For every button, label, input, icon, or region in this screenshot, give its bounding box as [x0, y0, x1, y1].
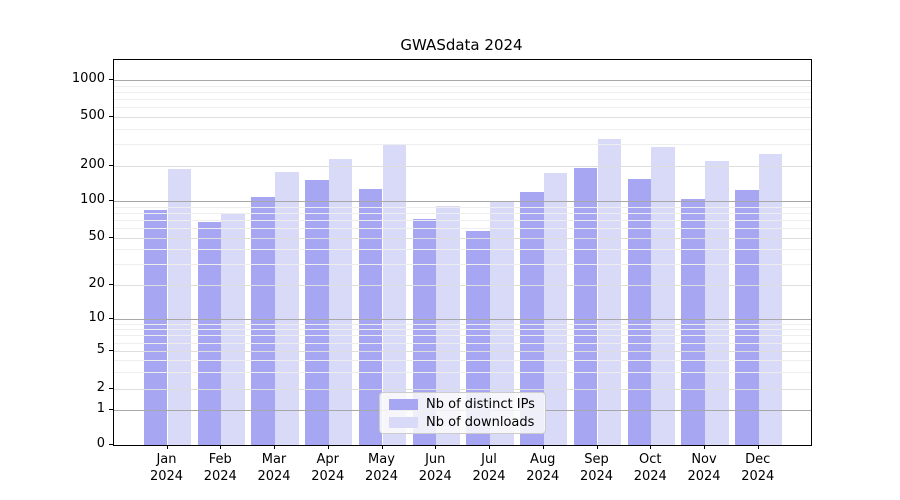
- y-tick-label: 20: [88, 276, 105, 291]
- gridline-500: [114, 117, 811, 118]
- y-tick-label: 200: [80, 157, 105, 172]
- x-tick-mark: [435, 445, 437, 449]
- y-tick-mark: [109, 237, 113, 238]
- bar-downloads-10: [705, 160, 729, 445]
- gridline-300: [114, 144, 811, 146]
- x-tick-mark: [489, 445, 490, 449]
- bar-ips-4: [358, 188, 383, 445]
- y-tick-mark: [109, 350, 113, 351]
- x-tick-mark: [757, 445, 759, 449]
- y-tick-label: 10: [88, 310, 105, 325]
- bar-downloads-4: [382, 144, 407, 445]
- y-tick-mark: [109, 116, 113, 117]
- legend-swatch: [389, 416, 418, 428]
- x-tick-mark: [274, 445, 275, 449]
- x-tick-label-may: May 2024: [364, 452, 399, 484]
- y-tick-label: 100: [80, 192, 105, 207]
- x-tick-label-oct: Oct 2024: [633, 452, 667, 484]
- legend-item-downloads: Nb of downloads: [380, 415, 545, 430]
- bar-downloads-5: [436, 206, 460, 445]
- legend: Nb of distinct IPs Nb of downloads: [379, 392, 546, 434]
- x-tick-mark: [542, 445, 544, 449]
- bar-ips-1: [197, 221, 222, 445]
- x-tick-label-sep: Sep 2024: [579, 452, 614, 484]
- bar-ips-6: [466, 231, 490, 445]
- x-tick-label-feb: Feb 2024: [203, 452, 237, 484]
- x-tick-label-aug: Aug 2024: [526, 452, 560, 484]
- y-tick-mark: [109, 318, 113, 319]
- bar-ips-0: [143, 210, 168, 445]
- bar-downloads-6: [490, 201, 514, 445]
- x-tick-label-dec: Dec 2024: [741, 452, 775, 484]
- x-tick-mark: [166, 445, 168, 449]
- x-tick-mark: [650, 445, 652, 449]
- y-tick-mark: [109, 444, 113, 445]
- plot-area: [113, 59, 812, 446]
- y-tick-label: 5: [96, 342, 105, 357]
- bar-ips-9: [627, 179, 652, 445]
- bar-downloads-7: [543, 173, 568, 445]
- bar-downloads-0: [167, 168, 192, 445]
- gridline-800: [114, 91, 811, 93]
- bar-ips-5: [412, 219, 437, 445]
- x-tick-mark: [327, 445, 329, 449]
- bar-downloads-2: [275, 171, 299, 445]
- bar-ips-7: [520, 191, 544, 445]
- bar-downloads-8: [597, 139, 622, 445]
- y-tick-label: 1000: [71, 71, 105, 86]
- x-tick-label-jan: Jan 2024: [149, 452, 184, 484]
- y-tick-label: 50: [88, 229, 105, 244]
- gridline-400: [114, 128, 811, 130]
- legend-label: Nb of downloads: [426, 414, 535, 430]
- gridline-600: [114, 107, 811, 109]
- x-tick-label-jun: Jun 2024: [418, 452, 452, 484]
- x-tick-mark: [704, 445, 705, 449]
- x-tick-mark: [381, 445, 383, 449]
- y-tick-label: 500: [80, 108, 105, 123]
- x-tick-label-nov: Nov 2024: [687, 452, 721, 484]
- bar-ips-2: [251, 197, 275, 445]
- bar-ips-8: [573, 168, 598, 445]
- y-tick-label: 1: [96, 401, 105, 416]
- bar-ips-3: [305, 180, 329, 445]
- x-tick-label-apr: Apr 2024: [311, 452, 345, 484]
- x-tick-mark: [596, 445, 598, 449]
- y-tick-mark: [109, 284, 113, 285]
- gridline-700: [114, 99, 811, 101]
- x-tick-mark: [220, 445, 222, 449]
- legend-swatch: [389, 398, 418, 410]
- legend-item-distinct-ips: Nb of distinct IPs: [380, 397, 545, 412]
- bar-downloads-9: [651, 147, 675, 445]
- chart-title: GWASdata 2024: [400, 36, 523, 54]
- y-tick-label: 2: [96, 380, 105, 395]
- bar-downloads-11: [758, 154, 783, 445]
- y-tick-mark: [109, 79, 113, 80]
- legend-label: Nb of distinct IPs: [426, 396, 535, 412]
- x-tick-label-mar: Mar 2024: [257, 452, 291, 484]
- bar-ips-11: [735, 190, 759, 445]
- y-tick-mark: [109, 200, 113, 201]
- y-tick-label: 0: [96, 436, 105, 451]
- gridline-900: [114, 85, 811, 87]
- bar-downloads-1: [221, 212, 245, 445]
- x-tick-label-jul: Jul 2024: [472, 452, 506, 484]
- gridline-1000: [114, 80, 811, 81]
- bar-downloads-3: [328, 159, 353, 445]
- y-tick-mark: [109, 388, 113, 389]
- bar-ips-10: [681, 198, 705, 445]
- y-tick-mark: [109, 165, 113, 166]
- y-tick-mark: [109, 409, 113, 410]
